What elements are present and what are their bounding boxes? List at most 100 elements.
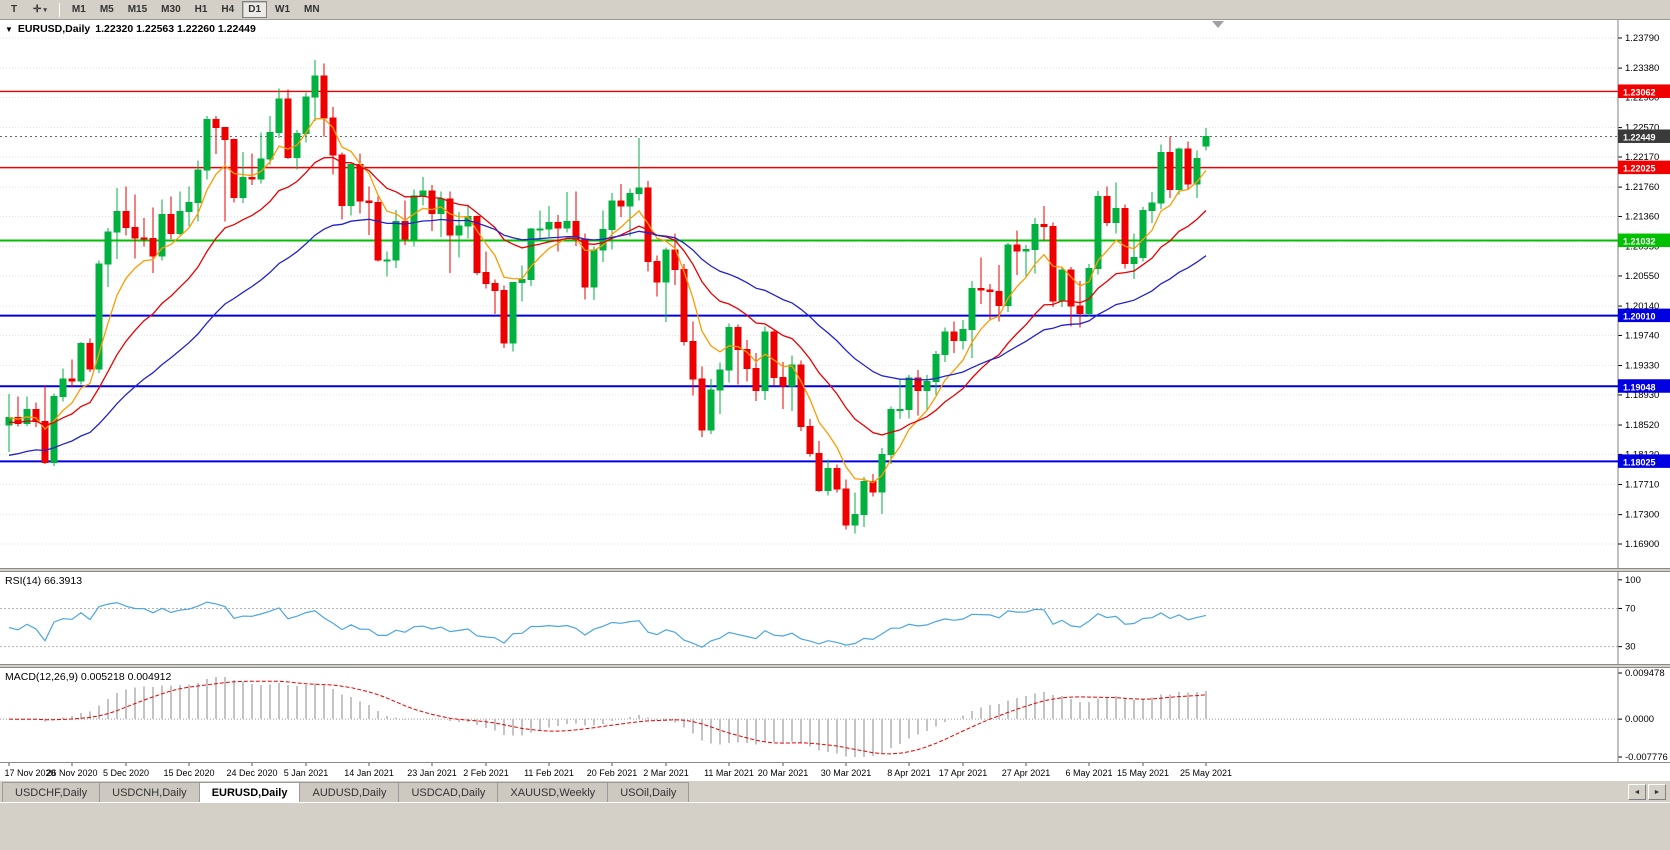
candle [581,238,589,288]
candle [770,331,778,378]
candle [590,249,598,288]
chart-tab-usdcad[interactable]: USDCAD,Daily [398,782,499,802]
chart-region: 1.23790 1.23380 1.22980 1.22570 1.22170 1.217… [0,20,1670,780]
chart-tab-xauusd[interactable]: XAUUSD,Weekly [497,782,609,802]
chevron-down-icon: ▾ [43,6,47,14]
svg-text:1.19740: 1.19740 [1625,330,1659,341]
svg-text:1.20550: 1.20550 [1625,271,1659,282]
svg-text:1.21760: 1.21760 [1625,182,1659,193]
candle [41,420,49,463]
candle [716,369,724,391]
candle [455,225,463,236]
price-chart-svg[interactable]: 1.23790 1.23380 1.22980 1.22570 1.22170 1.217… [0,20,1670,568]
candles-layer [5,60,1210,534]
panel-separator[interactable] [0,664,1670,668]
candle [5,417,13,426]
chart-tab-eurusd[interactable]: EURUSD,Daily [198,782,301,802]
macd-chart-svg[interactable]: 0.009478 0.0000 -0.007776 [0,668,1670,762]
candle [698,378,706,431]
timeframe-button-m5[interactable]: M5 [93,1,120,18]
candle [545,221,553,230]
candle [185,202,193,212]
candle [1130,257,1138,264]
svg-text:1.19048: 1.19048 [1623,382,1656,392]
svg-text:-0.007776: -0.007776 [1625,752,1668,762]
chart-tab-usdchf[interactable]: USDCHF,Daily [2,782,101,802]
candle [392,221,400,261]
candle [122,210,130,228]
timeframe-button-m30[interactable]: M30 [155,1,187,18]
timeframe-button-m1[interactable]: M1 [65,1,92,18]
chart-tab-audusd[interactable]: AUDUSD,Daily [299,782,400,802]
svg-text:15 May 2021: 15 May 2021 [1117,768,1169,778]
candle [968,287,976,331]
candle [653,260,661,283]
chart-tab-usoil[interactable]: USOil,Daily [607,782,690,802]
rsi-chart-svg[interactable]: 100 70 30 [0,572,1670,664]
candle [752,367,760,392]
svg-text:1.17300: 1.17300 [1625,510,1659,521]
timeframe-button-h4[interactable]: H4 [215,1,241,18]
candle [1013,244,1021,252]
panel-separator[interactable] [0,568,1670,572]
candle [518,279,526,284]
candle [68,378,76,382]
svg-text:1.23790: 1.23790 [1625,33,1659,44]
candle [446,198,454,236]
svg-text:1.21032: 1.21032 [1623,237,1656,247]
svg-text:17 Apr 2021: 17 Apr 2021 [939,768,988,778]
candle [797,364,805,427]
ma-mid-line [8,156,1207,436]
candle [905,377,913,411]
candle [977,287,985,291]
svg-text:1.23062: 1.23062 [1623,87,1656,97]
timeframe-button-h1[interactable]: H1 [188,1,214,18]
candle [320,75,328,119]
candle [59,378,67,397]
macd-histogram [17,676,1207,757]
candle [1049,226,1057,302]
timeframe-button-mn[interactable]: MN [298,1,326,18]
svg-text:1.18930: 1.18930 [1625,390,1659,401]
date-axis[interactable]: 17 Nov 2020 26 Nov 2020 5 Dec 2020 15 Dec 2… [0,762,1670,780]
svg-text:24 Dec 2020: 24 Dec 2020 [226,768,277,778]
timeframe-button-d1[interactable]: D1 [242,1,268,18]
candle [1121,207,1129,264]
svg-text:1.18520: 1.18520 [1625,420,1659,431]
candle [230,138,238,198]
candle [932,354,940,383]
svg-text:5 Dec 2020: 5 Dec 2020 [103,768,149,778]
svg-text:1.16900: 1.16900 [1625,539,1659,550]
macd-panel[interactable]: 0.009478 0.0000 -0.007776 MACD(12,26,9) 0.… [0,668,1670,762]
candle [284,98,292,159]
candle [1004,244,1012,306]
candle [536,228,544,231]
svg-text:30: 30 [1625,642,1636,653]
tab-scroll-left-button[interactable]: ◄ [1628,784,1646,800]
candle [635,187,643,195]
candle [725,326,733,371]
candle [212,119,220,129]
rsi-panel[interactable]: 100 70 30 RSI(14) 66.3913 [0,572,1670,664]
candle [1202,135,1210,147]
chart-mode-button[interactable]: T [3,1,25,18]
candle [86,343,94,370]
price-panel[interactable]: 1.23790 1.23380 1.22980 1.22570 1.22170 1.217… [0,20,1670,568]
candle [95,263,103,370]
candle [329,117,337,156]
candle [383,259,391,262]
ma-slow-line [8,218,1207,456]
svg-text:11 Mar 2021: 11 Mar 2021 [704,768,754,778]
svg-text:2 Feb 2021: 2 Feb 2021 [463,768,509,778]
candle [491,282,499,292]
timeframe-button-w1[interactable]: W1 [269,1,297,18]
candle [788,364,796,387]
candle [248,177,256,180]
timeframe-button-m15[interactable]: M15 [121,1,154,18]
tab-scroll-right-button[interactable]: ► [1648,784,1666,800]
crosshair-tool-button[interactable]: ✛ ▾ [27,1,53,18]
candle [149,237,157,257]
chart-tab-usdcnh[interactable]: USDCNH,Daily [99,782,200,802]
svg-text:5 Jan 2021: 5 Jan 2021 [284,768,329,778]
